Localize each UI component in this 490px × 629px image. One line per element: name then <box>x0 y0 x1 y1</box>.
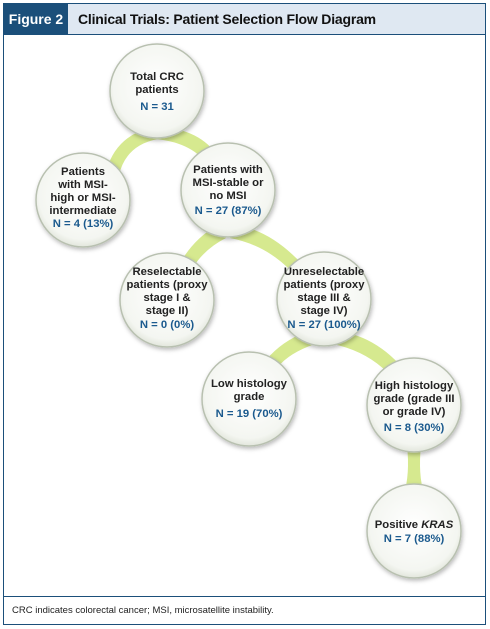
node-count: N = 4 (13%) <box>53 218 114 230</box>
node-line: grade <box>234 391 265 403</box>
node-line: or grade IV) <box>383 406 446 418</box>
node-count: N = 27 (100%) <box>287 319 360 331</box>
connector-high-kras <box>404 445 424 493</box>
node-count: N = 27 (87%) <box>195 205 262 217</box>
node-count: N = 7 (88%) <box>384 533 445 545</box>
node-unreselectable: Unreselectable patients (proxy stage III &… <box>276 251 372 347</box>
flow-diagram: Total CRC patients N = 31 Patients with MS… <box>35 43 462 579</box>
node-line: with MSI- <box>57 179 108 191</box>
node-line: stage IV) <box>300 305 347 317</box>
node-line: MSI-stable or <box>193 177 265 189</box>
connector-unres-high <box>333 332 400 373</box>
node-reselectable: Reselectable patients (proxy stage I & stag… <box>119 252 215 348</box>
node-line: Patients <box>61 166 105 178</box>
node-positive-kras: Positive KRAS N = 7 (88%) <box>366 483 462 579</box>
node-count: N = 8 (30%) <box>384 422 445 434</box>
connector-stable-reselectable <box>180 226 226 269</box>
node-count: N = 0 (0%) <box>140 319 195 331</box>
node-count: N = 19 (70%) <box>216 408 283 420</box>
node-line: Positive <box>375 519 418 531</box>
node-line: stage II) <box>146 305 189 317</box>
figure-footnote: CRC indicates colorectal cancer; MSI, mi… <box>4 596 485 624</box>
node-line: KRAS <box>421 519 453 531</box>
node-line: Unreselectable <box>284 266 364 278</box>
connector-total-msi-high <box>107 127 158 175</box>
node-line: stage I & <box>143 292 190 304</box>
node-line: patients (proxy <box>127 279 209 291</box>
figure-label: Figure 2 <box>4 4 68 34</box>
node-total-crc: Total CRC patients N = 31 <box>109 43 205 139</box>
connector-stable-unreselectable <box>230 226 302 271</box>
node-line: grade (grade III <box>374 393 455 405</box>
node-count: N = 31 <box>140 101 174 113</box>
node-low-grade: Low histology grade N = 19 (70%) <box>201 351 297 447</box>
node-line: stage III & <box>297 292 350 304</box>
node-line: High histology <box>375 380 454 392</box>
node-line: no MSI <box>209 190 246 202</box>
node-line: Total CRC <box>130 71 184 83</box>
node-high-grade: High histology grade (grade III or grade I… <box>366 357 462 453</box>
node-line: high or MSI- <box>50 192 115 204</box>
figure-panel: Figure 2 Clinical Trials: Patient Select… <box>3 3 486 625</box>
node-line: Reselectable <box>132 266 201 278</box>
node-line: Low histology <box>211 378 288 390</box>
svg-text:Positive KRAS: Positive KRAS <box>375 519 454 531</box>
node-line: patients (proxy <box>284 279 366 291</box>
node-line: intermediate <box>49 205 116 217</box>
node-msi-high: Patients with MSI-high or MSI-intermediat… <box>35 152 131 248</box>
node-line: Patients with <box>193 164 263 176</box>
node-line: patients <box>135 84 178 96</box>
figure-title: Clinical Trials: Patient Selection Flow … <box>78 11 376 27</box>
node-msi-stable: Patients with MSI-stable or no MSI N = 27 … <box>180 142 276 238</box>
figure-header: Figure 2 Clinical Trials: Patient Select… <box>4 4 485 35</box>
